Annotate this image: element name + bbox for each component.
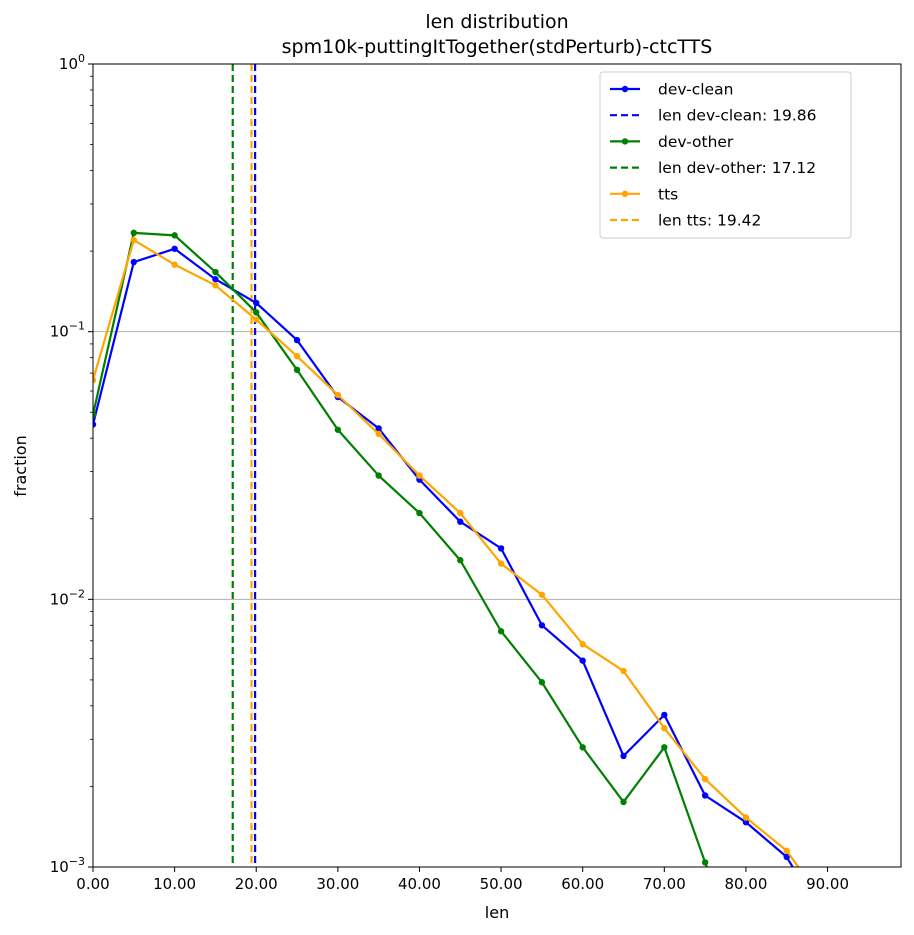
- legend-label: len dev-other: 17.12: [658, 159, 816, 177]
- data-point: [212, 282, 219, 289]
- x-tick-label: 80.00: [724, 875, 767, 893]
- data-point: [457, 509, 464, 517]
- data-point: [93, 411, 97, 418]
- x-tick-label: 30.00: [316, 875, 359, 893]
- data-point: [701, 775, 709, 783]
- data-point: [620, 798, 627, 806]
- mean-lines: [231, 64, 257, 867]
- data-point: [293, 352, 301, 360]
- y-tick-label: 100: [59, 52, 85, 73]
- data-point: [212, 276, 219, 283]
- data-point: [538, 622, 546, 629]
- data-point: [253, 299, 260, 307]
- data-point: [538, 591, 546, 598]
- legend: dev-clean len dev-clean: 19.86 dev-other le…: [599, 71, 852, 239]
- data-point: [416, 472, 423, 479]
- x-axis-ticks: 0.00 10.00 20.00 30.00 40.00 50.00 60.00 70.00 8…: [76, 867, 849, 893]
- data-point: [293, 336, 301, 344]
- plot-frame: [92, 63, 902, 868]
- legend-label: dev-clean: [658, 81, 733, 99]
- data-point: [701, 859, 709, 866]
- data-point: [375, 425, 382, 432]
- data-point: [130, 236, 138, 244]
- data-point: [538, 679, 546, 686]
- data-point: [293, 366, 301, 374]
- x-tick-label: 90.00: [806, 875, 849, 893]
- data-point: [783, 853, 790, 861]
- data-point: [661, 711, 668, 719]
- data-point: [661, 725, 668, 732]
- data-point: [579, 744, 586, 751]
- legend-box: [599, 71, 852, 239]
- series-lines: [93, 229, 830, 929]
- data-point: [171, 232, 178, 239]
- chart-title: len distribution: [425, 11, 568, 33]
- x-tick-label: 0.00: [76, 875, 109, 893]
- data-point: [579, 657, 586, 664]
- data-point: [742, 814, 750, 821]
- x-tick-label: 50.00: [480, 875, 523, 893]
- data-point: [661, 744, 668, 751]
- data-point: [93, 376, 97, 384]
- data-point: [457, 557, 464, 564]
- data-point: [334, 426, 342, 433]
- x-tick-label: 40.00: [398, 875, 441, 893]
- x-tick-label: 20.00: [235, 875, 278, 893]
- data-point: [171, 245, 178, 252]
- legend-marker: [621, 138, 629, 145]
- data-point: [130, 258, 138, 266]
- data-point: [416, 509, 423, 517]
- data-point: [375, 472, 382, 479]
- data-point: [579, 640, 586, 648]
- chart-subtitle: spm10k-puttingItTogether(stdPerturb)-ctc…: [282, 36, 713, 58]
- data-point: [171, 261, 178, 268]
- x-tick-label: 10.00: [153, 875, 196, 893]
- legend-label: tts: [658, 185, 678, 203]
- data-point: [334, 391, 342, 399]
- data-point: [253, 316, 260, 323]
- legend-marker: [621, 190, 629, 197]
- data-point: [497, 628, 505, 635]
- data-point: [375, 430, 382, 438]
- data-point: [620, 667, 627, 675]
- data-point: [742, 819, 750, 826]
- data-point: [497, 545, 505, 552]
- data-point: [824, 905, 830, 911]
- data-point: [620, 752, 627, 760]
- y-axis-ticks: 100 10−1 10−2 10−3: [50, 52, 93, 876]
- series-line: [93, 231, 708, 867]
- y-axis-label: fraction: [11, 435, 30, 496]
- data-point: [253, 309, 260, 316]
- legend-label: len dev-clean: 19.86: [658, 107, 817, 125]
- series-line: [93, 247, 794, 867]
- data-point: [824, 923, 830, 929]
- x-tick-label: 70.00: [643, 875, 686, 893]
- x-axis-label: len: [485, 903, 509, 922]
- data-point: [93, 421, 97, 428]
- y-tick-label: 10−1: [50, 320, 85, 341]
- data-point: [130, 229, 138, 237]
- data-point: [497, 560, 505, 567]
- data-point: [701, 792, 709, 799]
- data-point: [457, 518, 464, 525]
- y-tick-label: 10−2: [50, 587, 85, 608]
- legend-label: len tts: 19.42: [658, 212, 761, 230]
- series-line: [93, 238, 800, 867]
- x-tick-label: 60.00: [561, 875, 604, 893]
- data-point: [783, 847, 790, 854]
- legend-label: dev-other: [658, 133, 734, 151]
- data-point: [212, 268, 219, 276]
- legend-marker: [621, 85, 629, 93]
- y-tick-label: 10−3: [50, 855, 85, 876]
